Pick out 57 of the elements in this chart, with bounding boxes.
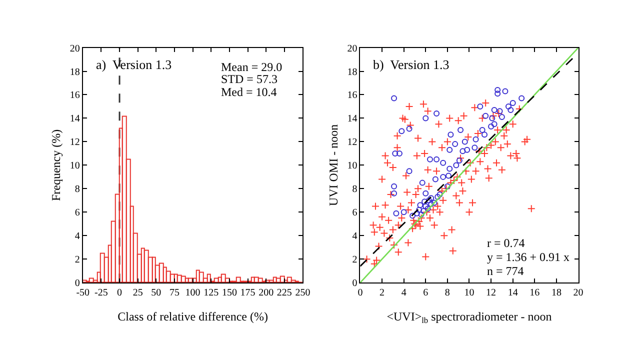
annotation: Med = 10.4 (221, 85, 277, 99)
x-tick-label: -50 (76, 288, 90, 299)
x-tick-label: 14 (508, 288, 518, 299)
y-tick-label: 12 (347, 137, 358, 148)
x-axis-title: Class of relative difference (%) (118, 310, 268, 324)
y-tick-label: 6 (352, 208, 358, 219)
x-tick-label: 225 (276, 288, 292, 299)
y-tick-label: 4 (352, 231, 358, 242)
y-tick-label: 8 (352, 184, 358, 196)
y-tick-label: 20 (347, 43, 358, 54)
annotation: n = 774 (487, 264, 524, 278)
x-tick-label: 0 (117, 288, 122, 299)
x-tick-label: 16 (530, 288, 540, 299)
annotation: y = 1.36 + 0.91 x (487, 250, 570, 264)
y-tick-label: 0 (74, 278, 80, 290)
y-tick-label: 12 (70, 137, 80, 148)
x-tick-label: 150 (222, 288, 237, 299)
y-tick-label: 16 (347, 90, 358, 102)
y-tick-label: 18 (70, 66, 80, 78)
x-tick-label: 175 (240, 288, 256, 299)
y-tick-label: 10 (70, 160, 80, 172)
annotation: r = 0.74 (487, 236, 525, 250)
y-tick-label: 2 (74, 254, 80, 266)
annotation: b) Version 1.3 (373, 57, 450, 72)
x-tick-label: 6 (423, 288, 428, 299)
x-tick-label: 20 (573, 288, 584, 299)
x-tick-label: -25 (94, 288, 108, 299)
y-tick-label: 14 (70, 114, 80, 125)
annotation: Mean = 29.0 (221, 60, 282, 74)
x-tick-label: 50 (151, 288, 162, 299)
x-tick-label: 18 (551, 288, 562, 299)
y-axis-title: UVI OMI - noon (326, 124, 341, 206)
x-tick-label: 4 (401, 288, 406, 299)
x-tick-label: 250 (295, 288, 310, 299)
y-tick-label: 4 (74, 231, 80, 242)
y-tick-label: 2 (352, 254, 358, 266)
x-axis-title: <UVI>$_{lb}$ spectroradiometer - noon (386, 310, 552, 326)
x-tick-label: 100 (185, 288, 200, 299)
y-tick-label: 10 (347, 160, 358, 172)
y-tick-label: 6 (74, 208, 80, 219)
x-tick-label: 200 (258, 288, 274, 299)
x-tick-label: 125 (204, 288, 219, 299)
y-tick-label: 18 (347, 66, 358, 78)
x-tick-label: 10 (464, 288, 474, 299)
x-tick-label: 75 (169, 288, 180, 299)
y-axis-title: Frequency (%) (49, 129, 64, 202)
x-tick-label: 8 (444, 288, 450, 299)
y-tick-label: 20 (70, 43, 80, 54)
y-tick-label: 16 (70, 90, 80, 102)
y-tick-label: 0 (352, 278, 358, 290)
annotation: STD = 57.3 (221, 72, 278, 86)
x-tick-label: 25 (132, 288, 143, 299)
x-tick-label: 12 (486, 288, 496, 299)
annotation: a) Version 1.3 (96, 57, 172, 72)
y-tick-label: 8 (74, 184, 80, 196)
x-tick-label: 2 (380, 288, 385, 299)
y-tick-label: 14 (347, 114, 358, 125)
